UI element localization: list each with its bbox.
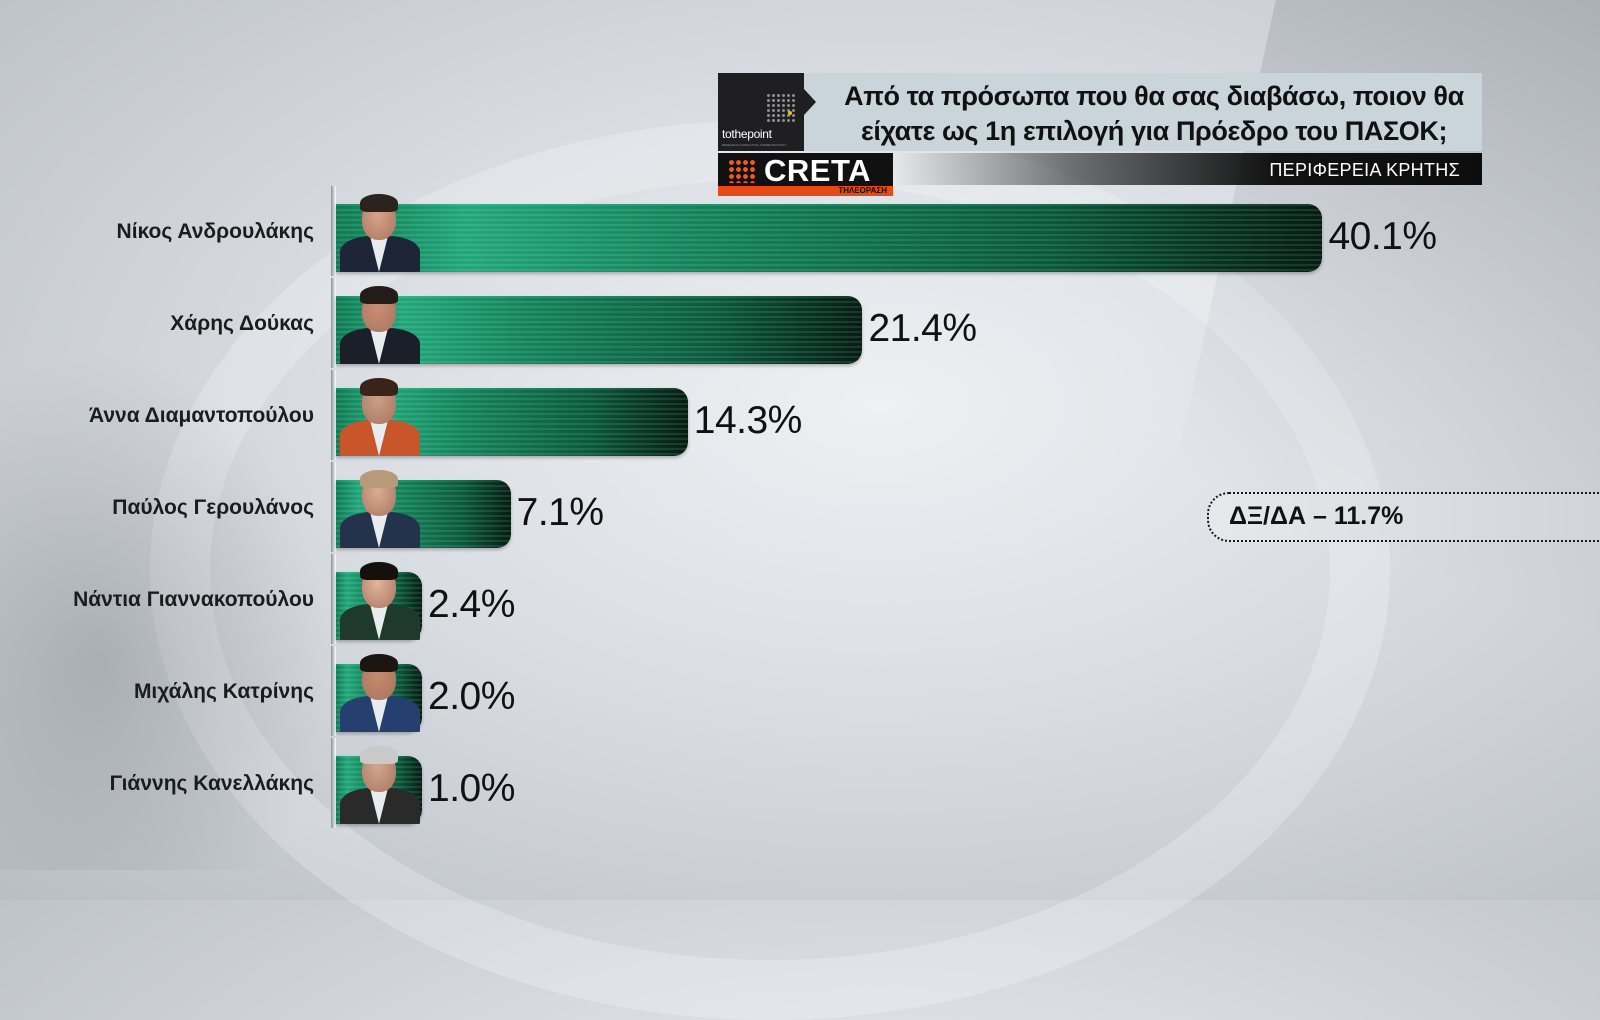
chart-header: tothepoint RESEARCH CONSULTING COMMUNICA… <box>718 73 1482 198</box>
photo-hair-shape <box>360 194 398 212</box>
candidate-photo <box>338 560 422 640</box>
creta-logo: CRETA ΤΗΛΕΟΡΑΣΗ <box>718 153 893 196</box>
data-label: 21.4% <box>868 307 977 350</box>
creta-logo-text: CRETA <box>764 153 871 188</box>
candidate-photo <box>338 652 422 732</box>
photo-hair-shape <box>360 378 398 396</box>
category-label: Άννα Διαμαντοπούλου <box>88 404 314 427</box>
axis-segment <box>331 738 336 828</box>
category-label: Νάντια Γιαννακοπούλου <box>73 588 314 611</box>
bar-row: Μιχάλης Κατρίνης 2.0% <box>0 646 1600 736</box>
category-label: Παύλος Γερουλάνος <box>112 496 314 519</box>
region-banner: ΠΕΡΙΦΕΡΕΙΑ ΚΡΗΤΗΣ <box>893 153 1482 185</box>
data-label: 2.4% <box>428 583 515 626</box>
category-label: Χάρης Δούκας <box>170 312 314 335</box>
axis-segment <box>331 278 336 368</box>
candidate-photo <box>338 744 422 824</box>
axis-segment <box>331 646 336 736</box>
tothepoint-logo: tothepoint RESEARCH CONSULTING COMMUNICA… <box>718 73 804 151</box>
axis-segment <box>331 186 336 276</box>
candidate-photo <box>338 468 422 548</box>
chart-subtitle: ΠΕΡΙΦΕΡΕΙΑ ΚΡΗΤΗΣ <box>1269 160 1460 180</box>
bar-row: Νίκος Ανδρουλάκης 40.1% <box>0 186 1600 276</box>
candidate-photo <box>338 284 422 364</box>
question-arrow-icon <box>804 89 816 115</box>
category-label: Νίκος Ανδρουλάκης <box>116 220 314 243</box>
creta-subtext: ΤΗΛΕΟΡΑΣΗ <box>838 186 887 195</box>
dk-na-label: ΔΞ/ΔΑ – 11.7% <box>1229 502 1404 530</box>
creta-stripe: ΤΗΛΕΟΡΑΣΗ <box>718 186 893 196</box>
bar-row: Άννα Διαμαντοπούλου 14.3% <box>0 370 1600 460</box>
bar-row: Νάντια Γιαννακοπούλου 2.4% <box>0 554 1600 644</box>
photo-hair-shape <box>360 286 398 304</box>
bar-chart: Νίκος Ανδρουλάκης 40.1% Χάρης Δούκας 21.4% Ά… <box>0 186 1600 828</box>
bar <box>336 204 1323 272</box>
photo-hair-shape <box>360 654 398 672</box>
category-label: Μιχάλης Κατρίνης <box>133 680 314 703</box>
data-label: 1.0% <box>428 767 515 810</box>
bar <box>336 296 863 364</box>
data-label: 14.3% <box>693 399 803 442</box>
category-label: Γιάννης Κανελλάκης <box>109 772 314 795</box>
data-label: 7.1% <box>516 491 604 534</box>
dk-na-annotation: ΔΞ/ΔΑ – 11.7% <box>1207 492 1600 542</box>
logo-dot-grid-icon <box>766 93 796 123</box>
axis-segment <box>331 554 336 644</box>
bar-row: Παύλος Γερουλάνος 7.1% <box>0 462 1600 552</box>
logo-accent-dot-icon <box>788 111 792 115</box>
photo-hair-shape <box>360 470 398 488</box>
logo-subtext: RESEARCH CONSULTING COMMUNICATION <box>722 143 786 147</box>
photo-hair-shape <box>360 746 398 764</box>
data-label: 2.0% <box>428 675 515 718</box>
candidate-photo <box>338 376 422 456</box>
bar-row: Χάρης Δούκας 21.4% <box>0 278 1600 368</box>
photo-hair-shape <box>360 562 398 580</box>
logo-text: tothepoint <box>722 127 772 141</box>
bar-row: Γιάννης Κανελλάκης 1.0% <box>0 738 1600 828</box>
chart-title: Από τα πρόσωπα που θα σας διαβάσω, ποιον… <box>844 81 1464 146</box>
question-box <box>804 73 1482 151</box>
axis-segment <box>331 370 336 460</box>
creta-dots-icon <box>728 159 756 183</box>
data-label: 40.1% <box>1328 215 1437 258</box>
candidate-photo <box>338 192 422 272</box>
axis-segment <box>331 462 336 552</box>
